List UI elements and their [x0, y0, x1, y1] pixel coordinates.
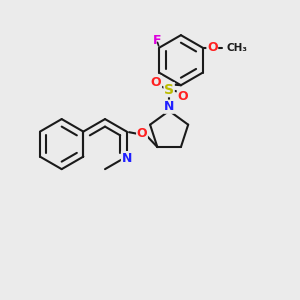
Text: CH₃: CH₃ [227, 43, 248, 53]
Text: O: O [151, 76, 161, 89]
Text: N: N [164, 100, 174, 113]
Text: O: O [207, 41, 217, 54]
Text: O: O [137, 128, 147, 140]
Text: S: S [164, 82, 174, 97]
Text: N: N [122, 152, 132, 165]
Text: F: F [153, 34, 162, 47]
Text: O: O [177, 90, 188, 103]
